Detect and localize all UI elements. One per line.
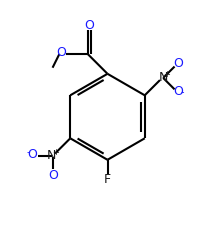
Text: -: - (181, 87, 184, 97)
Text: O: O (174, 86, 183, 98)
Text: O: O (84, 18, 94, 32)
Text: O: O (48, 169, 58, 182)
Text: N: N (158, 72, 168, 84)
Text: F: F (104, 173, 111, 186)
Text: +: + (52, 148, 59, 157)
Text: O: O (57, 46, 66, 59)
Text: O: O (174, 57, 183, 70)
Text: N: N (47, 149, 57, 162)
Text: O: O (27, 148, 37, 161)
Text: +: + (164, 70, 170, 79)
Text: -: - (26, 147, 30, 157)
